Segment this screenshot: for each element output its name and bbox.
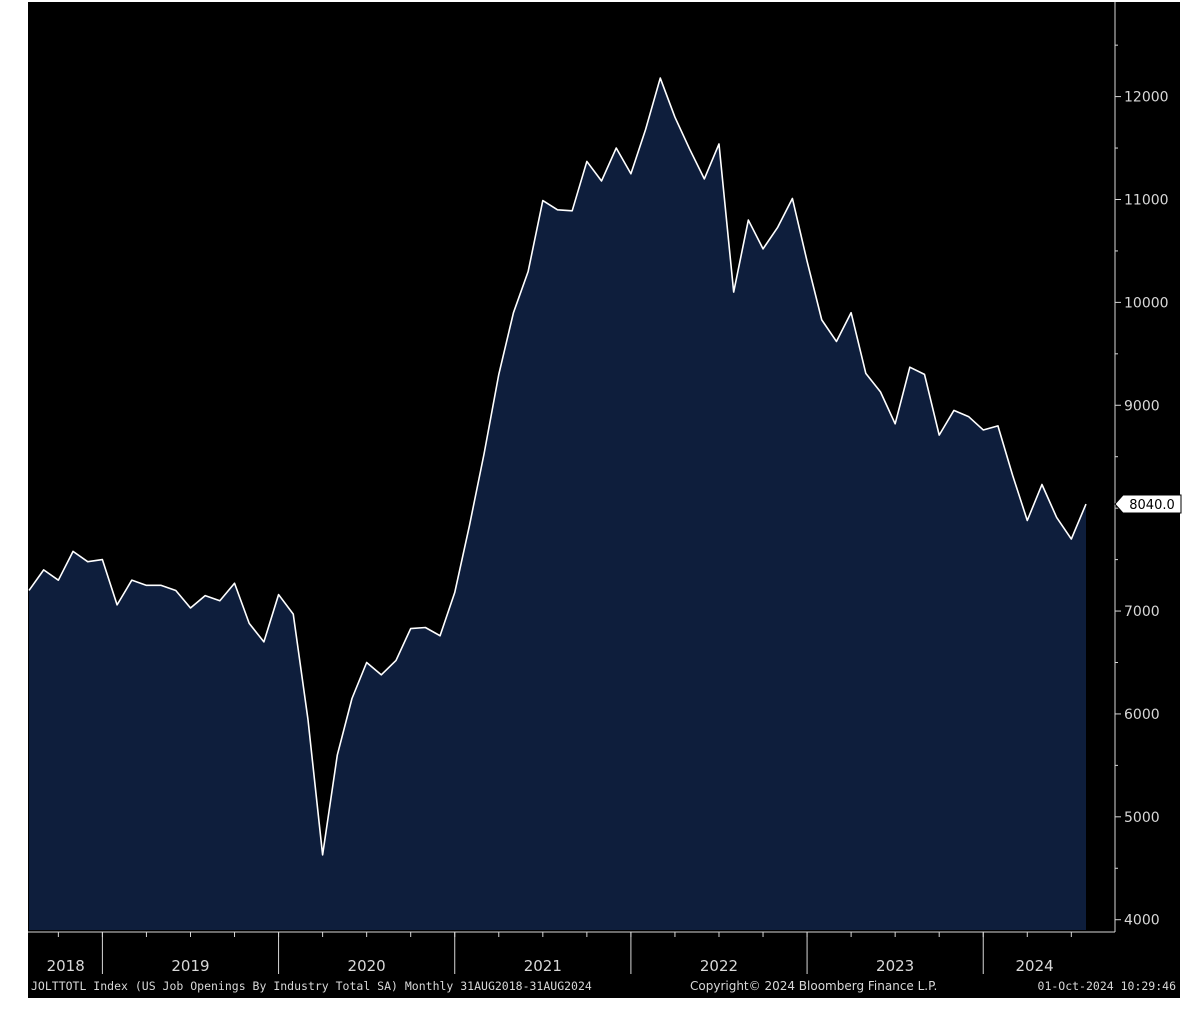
y-tick-label: 11000: [1124, 192, 1169, 208]
last-value-label: 8040.0: [1129, 498, 1175, 513]
y-tick-label: 7000: [1124, 604, 1160, 620]
x-year-label: 2020: [348, 957, 386, 975]
y-tick-label: 10000: [1124, 295, 1169, 311]
x-year-label: 2022: [700, 957, 738, 975]
footer-timestamp: 01-Oct-2024 10:29:46: [1037, 979, 1176, 993]
y-tick-label: 4000: [1124, 913, 1160, 929]
y-tick-label: 12000: [1124, 90, 1169, 106]
y-tick-label: 6000: [1124, 707, 1160, 723]
series-area-fill: [29, 78, 1086, 930]
x-year-label: 2019: [171, 957, 209, 975]
last-value-tag: [1114, 494, 1182, 514]
x-year-label: 2021: [524, 957, 562, 975]
series-line: [28, 77, 1087, 856]
x-year-label: 2023: [876, 957, 914, 975]
x-year-label: 2018: [47, 957, 85, 975]
y-tick-label: 9000: [1124, 398, 1160, 414]
footer-copyright: Copyright© 2024 Bloomberg Finance L.P.: [690, 979, 938, 993]
footer-index-description: JOLTTOTL Index (US Job Openings By Indus…: [31, 979, 592, 993]
y-tick-label: 5000: [1124, 810, 1160, 826]
x-year-label: 2024: [1016, 957, 1054, 975]
